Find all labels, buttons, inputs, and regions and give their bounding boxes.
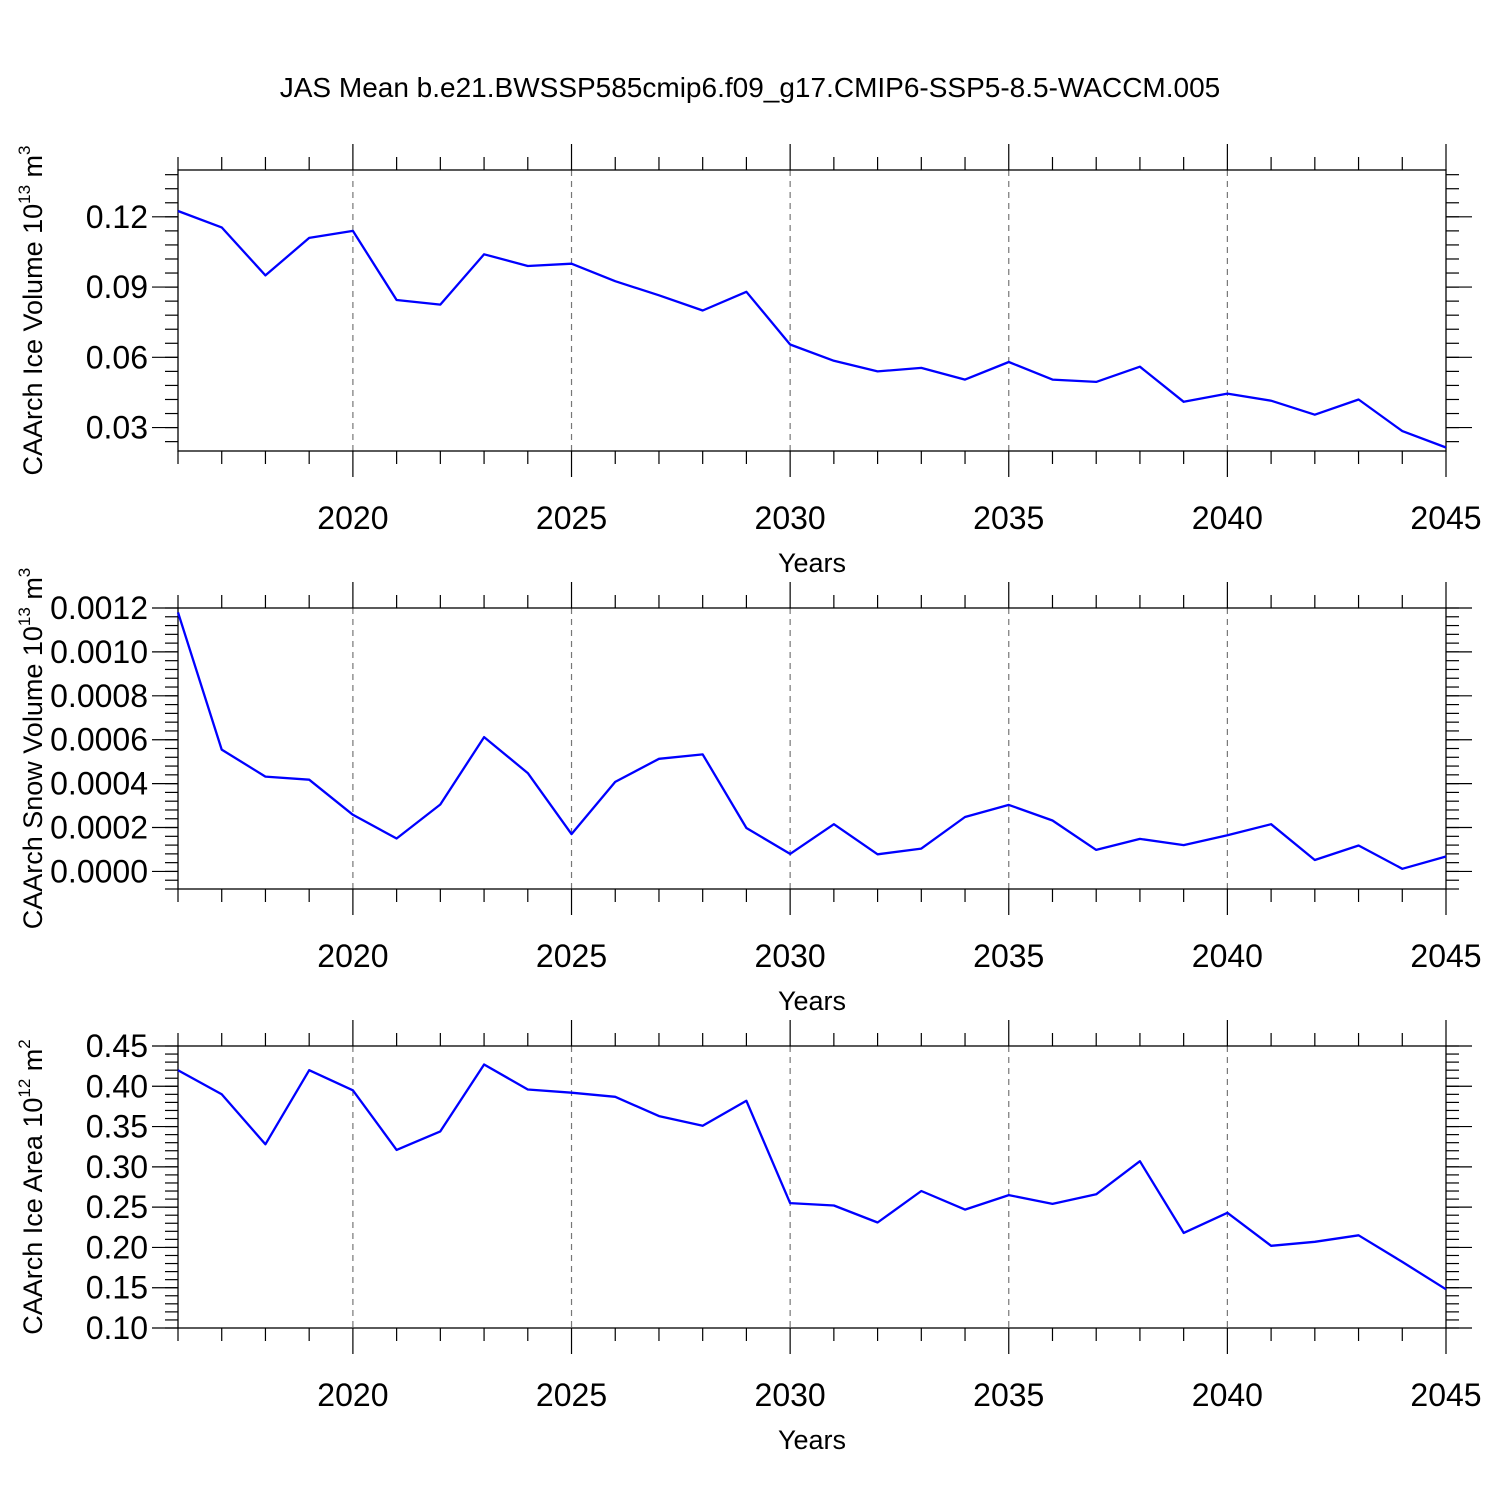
y-tick-label: 0.0008 bbox=[50, 678, 148, 714]
x-tick-label: 2035 bbox=[973, 938, 1044, 974]
x-tick-label: 2045 bbox=[1410, 500, 1481, 536]
y-tick-label: 0.09 bbox=[86, 269, 148, 305]
y-axis-label: CAArch Ice Volume 1013 m3 bbox=[15, 145, 48, 475]
series-line-3 bbox=[177, 1063, 1447, 1291]
x-axis-label: Years bbox=[778, 1425, 846, 1455]
panels: 0.03 0.06 0.09 0.12 2020 2025 2030 2035 2040 2045… bbox=[15, 144, 1482, 1455]
y-tick-label: 0.0006 bbox=[50, 722, 148, 758]
plot-frame bbox=[177, 1045, 1447, 1329]
x-tick-label: 2025 bbox=[536, 938, 607, 974]
y-tick-label: 0.45 bbox=[86, 1028, 148, 1064]
x-tick-label: 2040 bbox=[1192, 938, 1263, 974]
y-tick-label: 0.0002 bbox=[50, 810, 148, 846]
x-tick-label: 2035 bbox=[973, 1377, 1044, 1413]
y-tick-label: 0.0000 bbox=[50, 853, 148, 889]
x-tick-label: 2020 bbox=[317, 500, 388, 536]
y-tick-label: 0.30 bbox=[86, 1149, 148, 1185]
figure-title: JAS Mean b.e21.BWSSP585cmip6.f09_g17.CMI… bbox=[280, 72, 1221, 103]
y-tick-label: 0.0004 bbox=[50, 766, 148, 802]
x-tick-label: 2045 bbox=[1410, 1377, 1481, 1413]
x-tick-label: 2020 bbox=[317, 938, 388, 974]
y-tick-label: 0.20 bbox=[86, 1229, 148, 1265]
x-tick-label: 2020 bbox=[317, 1377, 388, 1413]
x-tick-label: 2030 bbox=[755, 1377, 826, 1413]
y-tick-label: 0.0010 bbox=[50, 634, 148, 670]
series-line-1 bbox=[177, 209, 1447, 449]
y-tick-label: 0.12 bbox=[86, 199, 148, 235]
x-tick-label: 2030 bbox=[755, 938, 826, 974]
y-axis-label: CAArch Snow Volume 1013 m3 bbox=[15, 568, 48, 930]
y-tick-label: 0.40 bbox=[86, 1068, 148, 1104]
y-tick-label: 0.15 bbox=[86, 1270, 148, 1306]
plot-frame bbox=[177, 607, 1447, 890]
x-tick-label: 2045 bbox=[1410, 938, 1481, 974]
x-axis-label: Years bbox=[778, 986, 846, 1016]
x-tick-label: 2030 bbox=[755, 500, 826, 536]
y-tick-label: 0.06 bbox=[86, 339, 148, 375]
plot-frame bbox=[177, 169, 1447, 452]
y-tick-label: 0.0012 bbox=[50, 590, 148, 626]
y-tick-label: 0.25 bbox=[86, 1189, 148, 1225]
chart-panel-1: 0.03 0.06 0.09 0.12 2020 2025 2030 2035 2040 2045… bbox=[15, 144, 1482, 578]
x-tick-label: 2025 bbox=[536, 500, 607, 536]
y-tick-label: 0.35 bbox=[86, 1109, 148, 1145]
x-tick-label: 2025 bbox=[536, 1377, 607, 1413]
chart-panel-2: 0.0000 0.0002 0.0004 0.0006 0.0008 0.0010 0.00… bbox=[15, 568, 1482, 1016]
y-tick-label: 0.10 bbox=[86, 1310, 148, 1346]
y-axis-label: CAArch Ice Area 1012 m2 bbox=[15, 1039, 48, 1335]
x-tick-label: 2040 bbox=[1192, 500, 1263, 536]
x-tick-label: 2040 bbox=[1192, 1377, 1263, 1413]
x-axis-label: Years bbox=[778, 548, 846, 578]
series-line-2 bbox=[176, 612, 1447, 870]
y-tick-label: 0.03 bbox=[86, 410, 148, 446]
x-tick-label: 2035 bbox=[973, 500, 1044, 536]
chart-panel-3: 0.10 0.15 0.20 0.25 0.30 0.35 0.40 0.45 2020 2025… bbox=[15, 1020, 1482, 1455]
